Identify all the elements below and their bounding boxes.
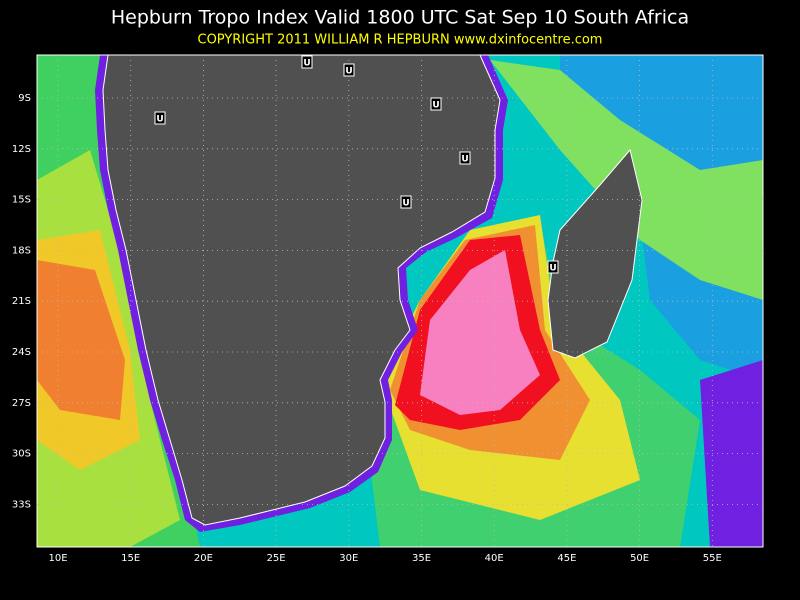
map-title: Hepburn Tropo Index Valid 1800 UTC Sat S… bbox=[111, 7, 689, 29]
marker-box bbox=[400, 195, 412, 209]
y-tick-label: 18S bbox=[12, 245, 31, 256]
x-tick-label: 25E bbox=[267, 553, 286, 564]
x-tick-label: 45E bbox=[557, 553, 576, 564]
y-tick-label: 12S bbox=[12, 144, 31, 155]
y-tick-label: 30S bbox=[12, 449, 31, 460]
x-tick-label: 30E bbox=[339, 553, 358, 564]
map-subtitle: COPYRIGHT 2011 WILLIAM R HEPBURN www.dxi… bbox=[198, 33, 603, 48]
marker-box bbox=[343, 63, 355, 77]
marker-label: U bbox=[549, 264, 556, 274]
x-tick-label: 10E bbox=[48, 553, 67, 564]
contour-field bbox=[37, 55, 763, 547]
marker-label: U bbox=[303, 59, 310, 69]
x-tick-label: 50E bbox=[630, 553, 649, 564]
marker-label: U bbox=[432, 101, 439, 111]
y-tick-label: 9S bbox=[18, 93, 31, 104]
y-tick-label: 21S bbox=[12, 296, 31, 307]
marker-box bbox=[301, 55, 313, 69]
y-tick-label: 15S bbox=[12, 195, 31, 206]
marker-box bbox=[459, 151, 471, 165]
x-tick-label: 55E bbox=[703, 553, 722, 564]
x-tick-label: 15E bbox=[121, 553, 140, 564]
marker-box bbox=[154, 111, 166, 125]
marker-box bbox=[547, 260, 559, 274]
x-tick-label: 20E bbox=[194, 553, 213, 564]
marker-label: U bbox=[156, 115, 163, 125]
x-tick-label: 35E bbox=[412, 553, 431, 564]
y-tick-label: 24S bbox=[12, 347, 31, 358]
marker-label: U bbox=[345, 67, 352, 77]
marker-box bbox=[430, 97, 442, 111]
x-tick-label: 40E bbox=[485, 553, 504, 564]
marker-label: U bbox=[402, 199, 409, 209]
marker-label: U bbox=[461, 155, 468, 165]
y-tick-label: 33S bbox=[12, 499, 31, 510]
y-tick-label: 27S bbox=[12, 398, 31, 409]
